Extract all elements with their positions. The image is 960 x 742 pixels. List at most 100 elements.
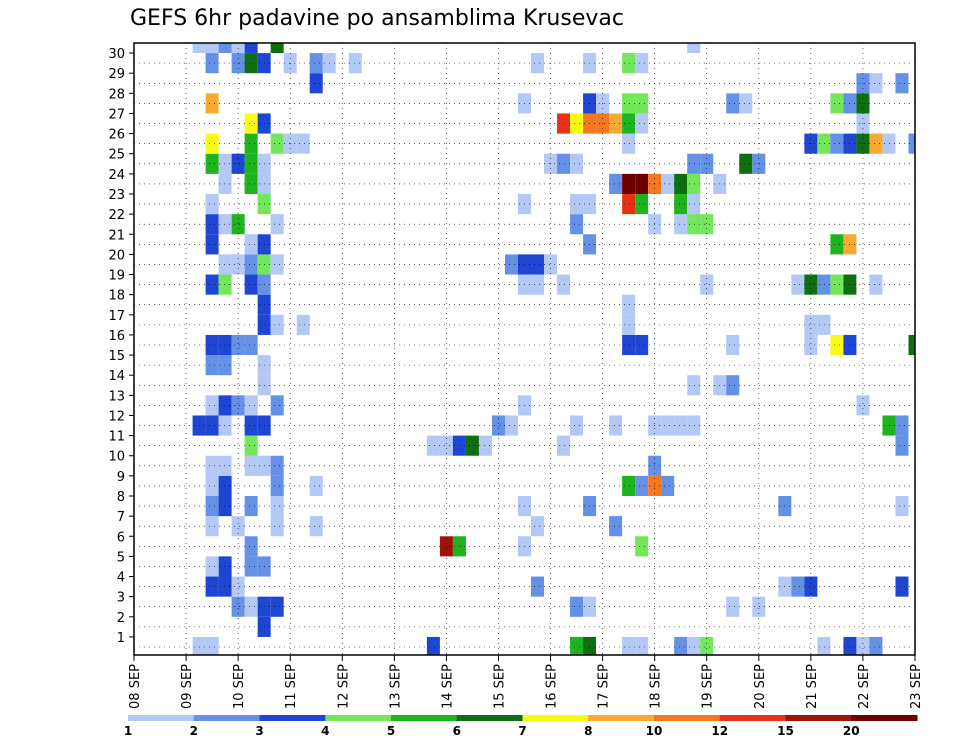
heatmap-cell: [205, 214, 219, 235]
heatmap-cell: [205, 556, 219, 577]
y-tick-label: 22: [108, 208, 125, 223]
heatmap-cell: [244, 536, 258, 557]
y-tick-label: 9: [117, 470, 125, 485]
heatmap-cell: [635, 636, 649, 655]
heatmap-cell: [309, 516, 323, 537]
heatmap-cell: [609, 415, 623, 436]
heatmap-cell: [309, 73, 323, 94]
heatmap-cell: [908, 133, 915, 154]
heatmap-cell: [557, 435, 571, 456]
heatmap-cell: [635, 536, 649, 557]
y-tick-label: 19: [108, 269, 125, 284]
y-tick-label: 12: [108, 409, 125, 424]
heatmap-cell: [687, 636, 701, 655]
heatmap-cell: [622, 53, 636, 74]
y-tick-label: 30: [108, 47, 125, 62]
heatmap-cell: [270, 516, 284, 537]
y-tick-label: 27: [108, 107, 125, 122]
colorbar-swatch: [719, 715, 786, 721]
heatmap-cell: [218, 254, 232, 275]
heatmap-cell: [192, 636, 206, 655]
heatmap-cell: [205, 355, 219, 376]
plot-frame: [133, 42, 916, 656]
colorbar-swatch: [325, 715, 392, 721]
heatmap-cell: [817, 636, 831, 655]
x-tick-label: 10 SEP: [232, 664, 247, 709]
heatmap-cell: [622, 475, 636, 496]
heatmap-cell: [570, 214, 584, 235]
heatmap-cell: [244, 173, 258, 194]
y-tick-label: 26: [108, 128, 125, 143]
heatmap-cell: [244, 435, 258, 456]
colorbar-label: 4: [321, 724, 329, 738]
heatmap-cell: [895, 415, 909, 436]
heatmap-cell: [622, 173, 636, 194]
y-tick-label: 20: [108, 248, 125, 263]
heatmap-cell: [205, 334, 219, 356]
x-tick-label: 16 SEP: [545, 664, 560, 709]
y-tick-label: 29: [108, 67, 125, 82]
colorbar-label: 1: [124, 724, 132, 738]
colorbar-swatch: [259, 715, 326, 721]
heatmap-cell: [309, 475, 323, 496]
heatmap-cell: [895, 435, 909, 456]
heatmap-cell: [244, 596, 258, 617]
heatmap-cell: [205, 576, 219, 597]
y-tick-label: 16: [108, 329, 125, 344]
heatmap-cell: [609, 173, 623, 194]
heatmap-cell: [882, 415, 896, 436]
heatmap-cell: [817, 314, 831, 335]
heatmap-cell: [218, 475, 232, 496]
x-tick-label: 20 SEP: [753, 664, 768, 709]
x-tick-label: 21 SEP: [805, 664, 820, 709]
x-tick-label: 11 SEP: [284, 664, 299, 709]
heatmap-cell: [218, 214, 232, 235]
heatmap-cell: [270, 496, 284, 517]
heatmap-cell: [583, 636, 597, 655]
heatmap-cell: [205, 516, 219, 537]
heatmap-cell: [635, 194, 649, 215]
heatmap-cell: [791, 274, 805, 295]
colorbar-label: 12: [711, 724, 728, 738]
heatmap-cells: [192, 43, 915, 655]
heatmap-cell: [869, 73, 883, 94]
heatmap-cell: [661, 173, 675, 194]
heatmap-cell: [426, 435, 440, 456]
colorbar-label: 15: [777, 724, 794, 738]
heatmap-cell: [726, 93, 740, 114]
heatmap-cell: [687, 153, 701, 174]
heatmap-cell: [205, 274, 219, 295]
heatmap-cell: [205, 415, 219, 436]
heatmap-cell: [270, 395, 284, 416]
heatmap-cell: [622, 334, 636, 356]
heatmap-cell: [752, 596, 766, 617]
y-tick-label: 25: [108, 148, 125, 163]
heatmap-cell: [544, 254, 558, 275]
x-tick-label: 09 SEP: [180, 664, 195, 709]
y-tick-label: 13: [108, 389, 125, 404]
heatmap-cell: [231, 254, 245, 275]
colorbar-swatch: [391, 715, 458, 721]
heatmap-cell: [687, 173, 701, 194]
heatmap-cell: [635, 334, 649, 356]
heatmap-cell: [687, 415, 701, 436]
heatmap-cell: [570, 415, 584, 436]
heatmap-cell: [622, 294, 636, 315]
colorbar-label: 3: [255, 724, 263, 738]
heatmap-cell: [856, 636, 870, 655]
heatmap-cell: [296, 133, 310, 154]
heatmap-cell: [244, 395, 258, 416]
heatmap-cell: [635, 93, 649, 114]
heatmap-cell: [531, 576, 545, 597]
heatmap-cell: [869, 636, 883, 655]
y-tick-label: 14: [108, 369, 125, 384]
y-tick-label: 23: [108, 188, 125, 203]
heatmap-cell: [622, 93, 636, 114]
x-tick-label: 12 SEP: [336, 664, 351, 709]
x-tick-label: 14 SEP: [440, 664, 455, 709]
y-tick-label: 8: [117, 490, 125, 505]
heatmap-cell: [218, 173, 232, 194]
heatmap-cell: [895, 576, 909, 597]
colorbar-label: 10: [646, 724, 663, 738]
heatmap-cell: [218, 153, 232, 174]
